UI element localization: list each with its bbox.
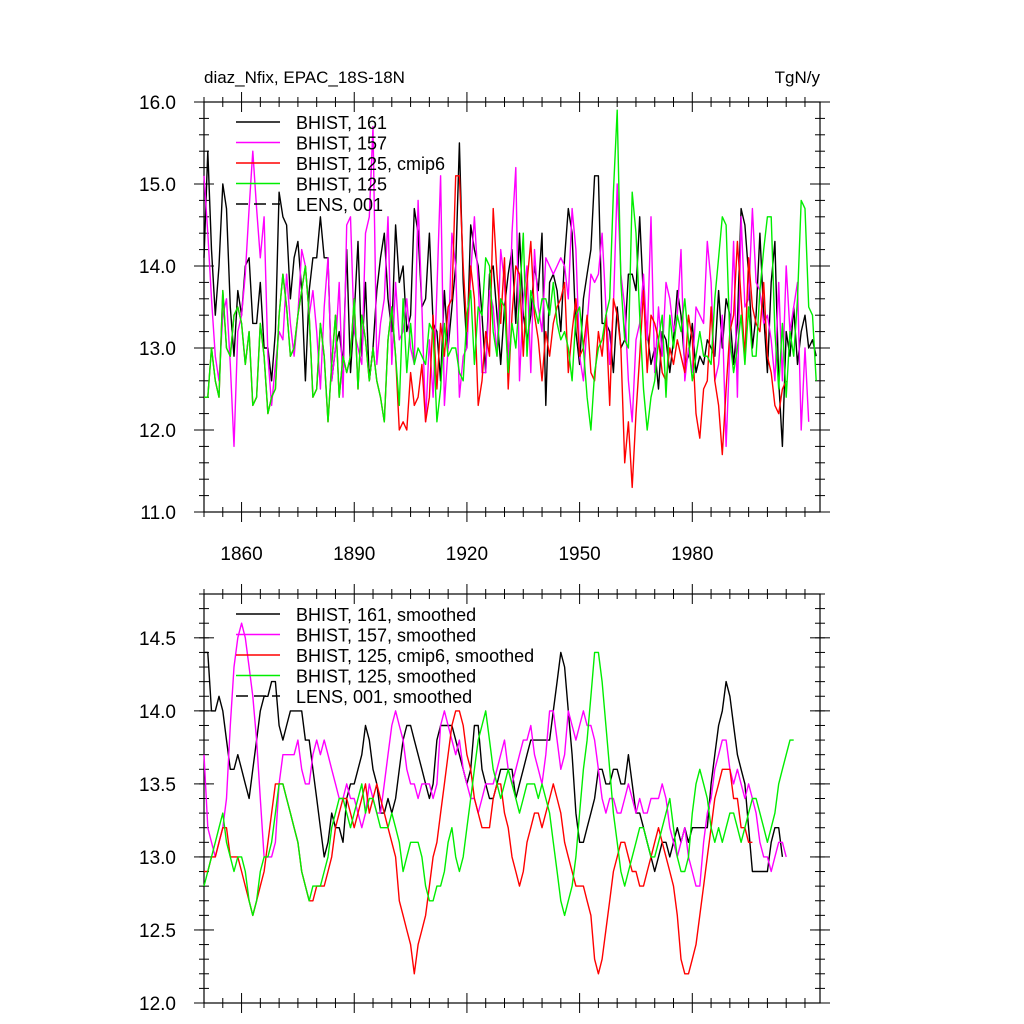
legend-label-3: BHIST, 125, cmip6 <box>296 154 445 174</box>
y-tick-label: 13.0 <box>139 339 176 360</box>
y-tick-label: 12.5 <box>139 921 176 942</box>
legend-label-4: BHIST, 125, smoothed <box>296 667 476 687</box>
x-tick-label: 1980 <box>671 544 713 565</box>
legend-label-5: LENS, 001, smoothed <box>296 687 472 707</box>
y-tick-label: 12.0 <box>139 994 176 1015</box>
x-tick-label: 1950 <box>558 544 600 565</box>
x-tick-label: 1890 <box>333 544 375 565</box>
y-tick-label: 15.0 <box>139 175 176 196</box>
y-tick-label: 11.0 <box>140 503 176 524</box>
panel-title-right: TgN/y <box>775 68 821 87</box>
y-tick-label: 14.0 <box>139 257 176 278</box>
legend-label-2: BHIST, 157, smoothed <box>296 626 476 646</box>
panel-title-left: diaz_Nfix, EPAC_18S-18N <box>204 68 405 87</box>
plot-frame <box>203 101 821 513</box>
legend-label-1: BHIST, 161, smoothed <box>296 605 476 625</box>
series-line-4 <box>204 109 817 431</box>
panel-1 <box>194 92 830 522</box>
legend-label-4: BHIST, 125 <box>296 175 387 195</box>
panel-2 <box>194 584 830 1013</box>
legend-label-3: BHIST, 125, cmip6, smoothed <box>296 646 534 666</box>
y-tick-label: 14.5 <box>139 629 176 650</box>
y-tick-label: 13.0 <box>139 848 176 869</box>
y-tick-label: 16.0 <box>139 93 176 114</box>
y-tick-label: 12.0 <box>139 421 176 442</box>
series-line-3 <box>204 710 753 975</box>
series-line-4 <box>203 651 794 917</box>
x-tick-label: 1920 <box>446 544 488 565</box>
legend-label-2: BHIST, 157 <box>296 134 387 154</box>
legend-label-5: LENS, 001 <box>296 195 383 215</box>
series-line-1 <box>204 651 784 873</box>
x-tick-label: 1860 <box>220 544 262 565</box>
y-tick-label: 14.0 <box>139 702 176 723</box>
legend-label-1: BHIST, 161 <box>296 113 387 133</box>
y-tick-label: 13.5 <box>139 775 176 796</box>
